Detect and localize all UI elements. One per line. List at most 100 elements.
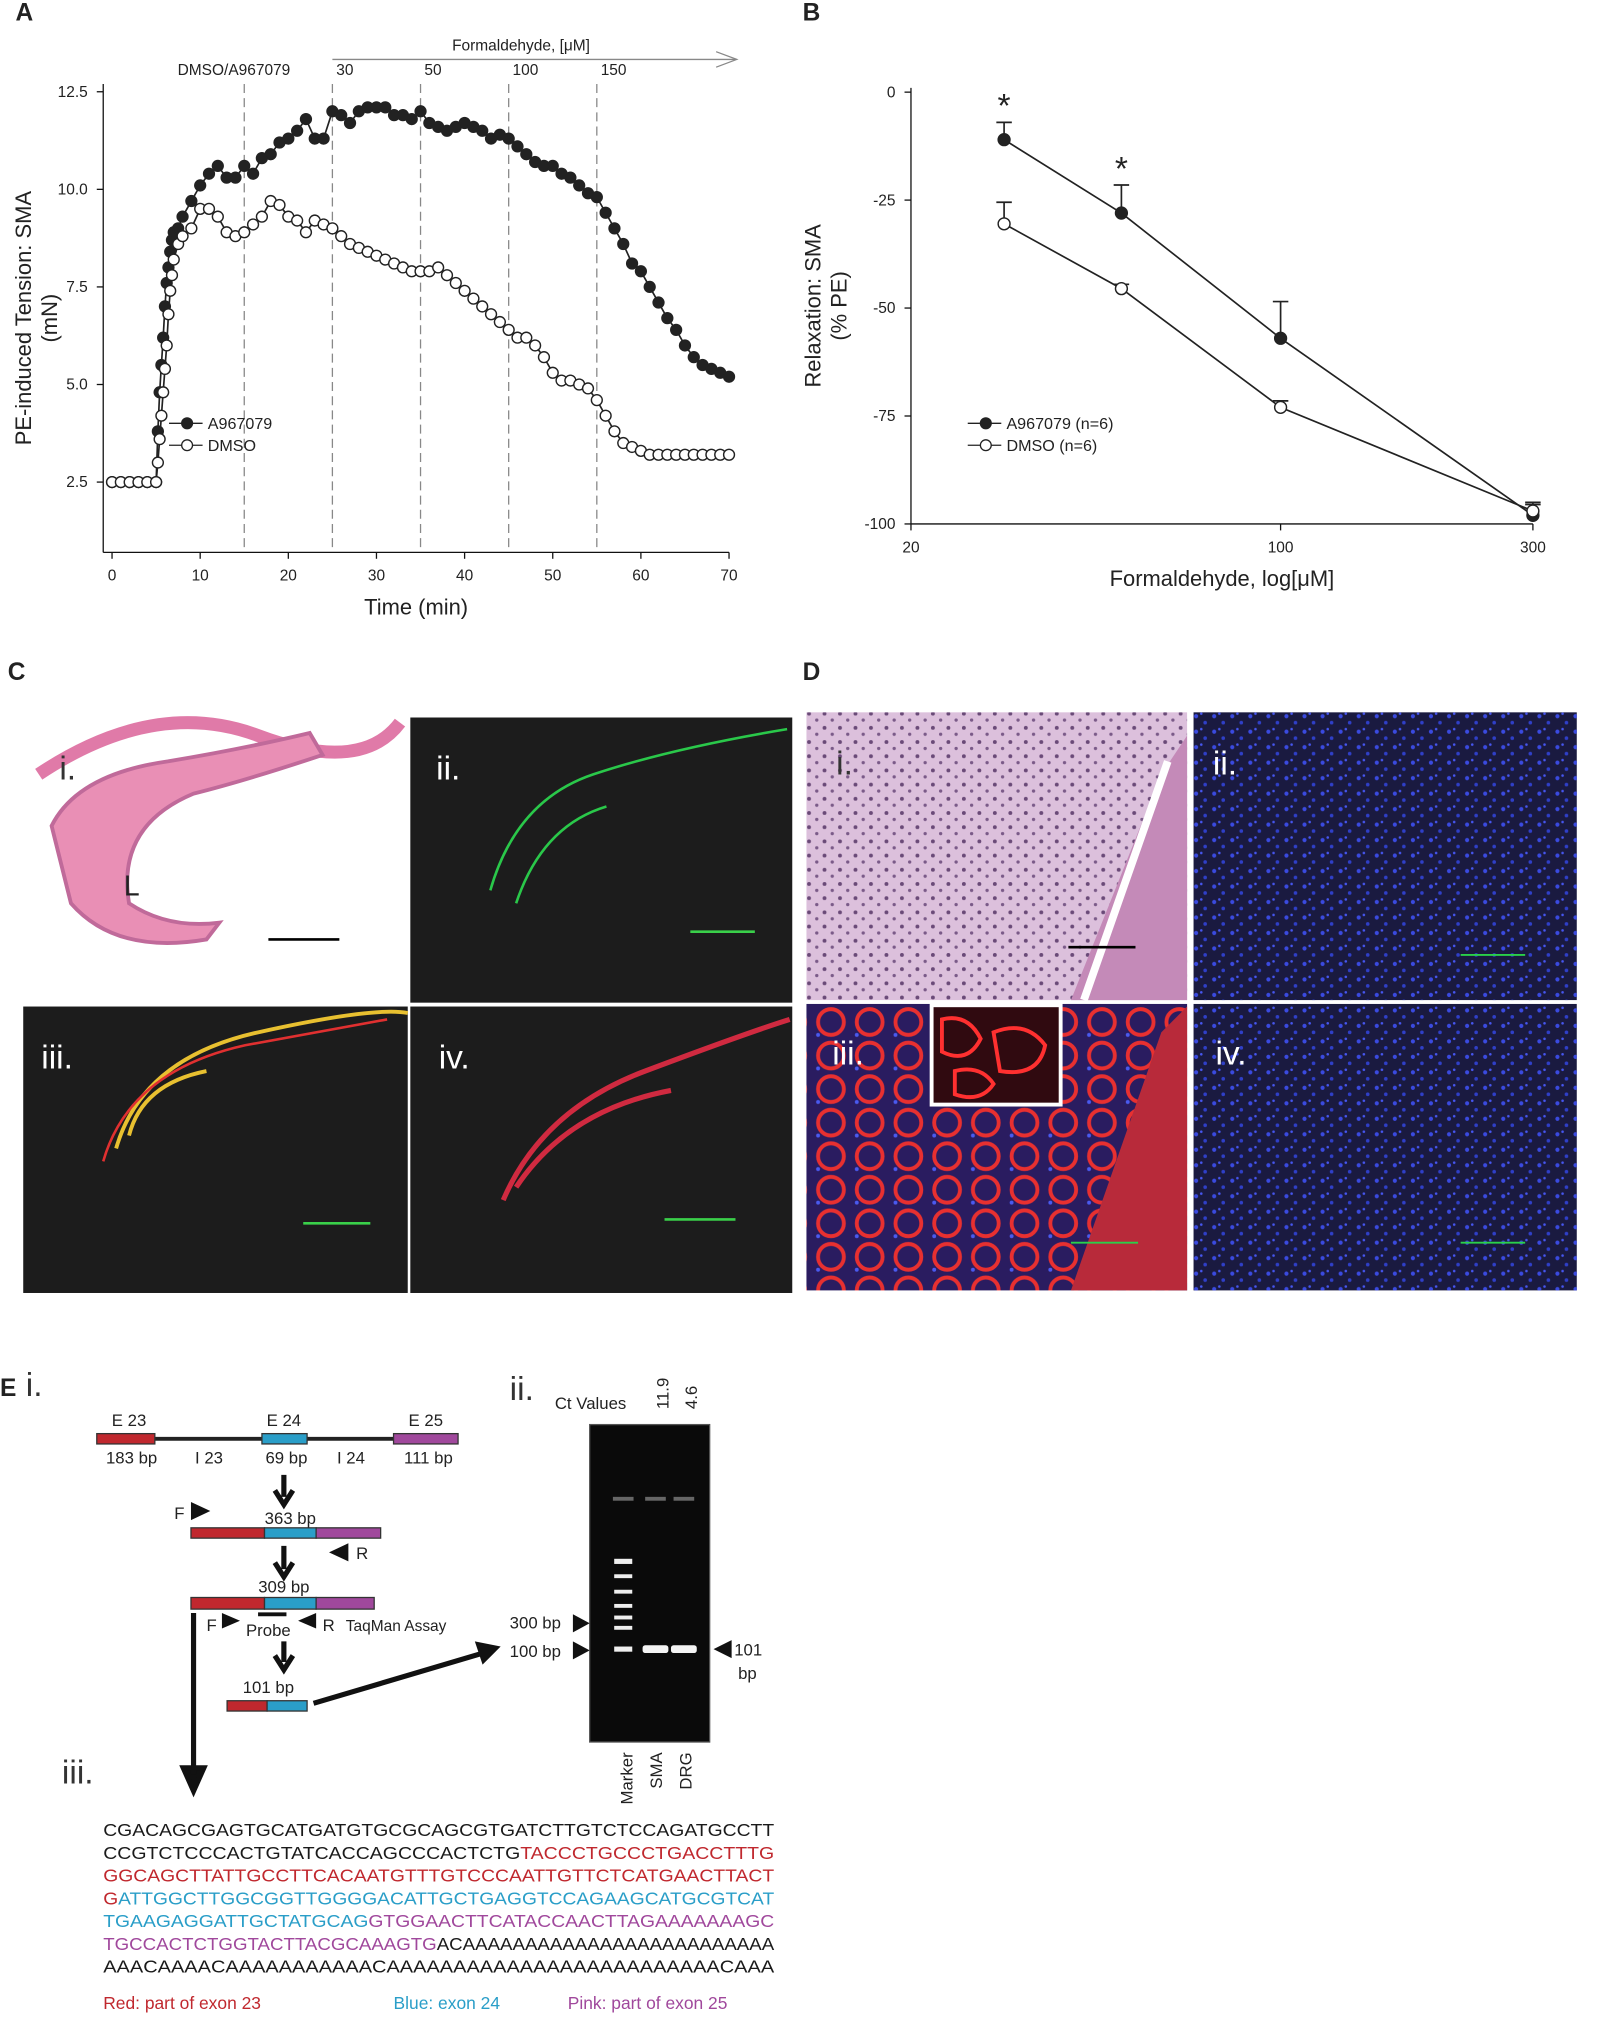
y-tick-label: 5.0 [66,377,88,394]
data-point [528,339,542,352]
data-point [1114,281,1129,296]
data-point [167,253,180,266]
sequence-segment: G [103,1888,118,1908]
assay-label: TaqMan Assay [346,1618,447,1635]
data-point [405,112,418,126]
band-size: 101 [734,1641,762,1660]
reference-label: 50 [424,62,441,79]
data-point [282,132,295,145]
stain [101,1018,388,1162]
legend-marker [181,439,194,452]
nuclei [1193,1003,1577,1291]
legend-label: A967079 (n=6) [1006,415,1113,433]
data-point [670,323,683,336]
exon [315,1596,375,1610]
y-axis-label: (% PE) [826,271,851,340]
pointer [572,1614,590,1633]
data-point [155,409,168,422]
color-key: Blue: exon 24 [394,1993,501,2013]
marker-size: 100 bp [510,1642,561,1661]
exon-size: 69 bp [265,1448,307,1467]
ct-title: Ct Values [555,1394,626,1413]
data-point [291,124,304,137]
y-tick-label: 10.0 [58,182,88,199]
sub-label: i. [26,1367,43,1404]
data-point [1114,206,1129,220]
data-point [643,280,656,294]
sub-label: ii. [510,1371,534,1408]
exon-name: E 25 [409,1411,444,1430]
probe-label: Probe [246,1621,291,1640]
intron: I 23 [195,1448,223,1467]
primer [329,1543,349,1562]
exon [266,1700,308,1712]
y-tick-label: -25 [873,192,895,209]
y-tick-label: -100 [865,516,896,533]
tissue [35,716,406,780]
legend-label: DMSO (n=6) [1006,437,1097,455]
data-point [440,269,454,282]
lumen-label: L [124,871,140,903]
x-tick-label: 300 [1520,539,1546,556]
image-label: ii. [1213,745,1237,782]
data-point [722,370,736,383]
data-point [687,351,700,364]
data-point [317,132,330,145]
data-point [176,210,189,223]
image-label: i. [836,745,853,782]
data-point [160,339,173,352]
data-point [997,132,1011,147]
sequence-line: CGACAGCGAGTGCATGATGTGCGCAGCGTGATCTTGTCTC… [103,1820,774,1840]
data-point [581,382,595,395]
data-point [326,222,339,235]
color-key: Pink: part of exon 25 [568,1993,728,2013]
ladder [614,1558,633,1652]
y-axis-label: Relaxation: SMA [801,224,826,388]
sequence: CGACAGCGAGTGCATGATGTGCGCAGCGTGATCTTGTCTC… [103,1820,774,2013]
data-point [997,217,1011,231]
pointer [572,1641,590,1660]
data-point [176,230,189,243]
micrograph [410,717,793,1003]
reference-label: 30 [336,62,353,79]
data-point [625,257,639,270]
data-point [246,167,260,180]
exon [263,1527,317,1539]
data-point [343,116,357,130]
image-label: i. [59,750,76,787]
x-tick-label: 60 [632,568,649,585]
image-label: iii. [832,1036,864,1073]
data-point [608,222,621,235]
sub-label: iii. [62,1754,94,1791]
panel-e: i. ii. iii. E 23 E 24 E 25 183 bp 69 bp … [26,1367,775,2013]
data-point [608,425,621,438]
panel-label: B [803,0,821,27]
arrow [179,1612,208,1798]
lane-label: DRG [677,1752,696,1789]
exon [96,1432,156,1445]
gel [589,1423,711,1743]
marker-size: 300 bp [510,1613,561,1632]
data-point [432,261,445,274]
data-point [520,148,533,161]
panel-label: A [15,0,33,27]
data-point [291,214,304,227]
data-point [537,351,551,364]
micrograph [23,1006,408,1293]
data-point [149,475,163,489]
stain [114,1009,409,1150]
arrow [272,1545,296,1582]
legend-label: DMSO [208,437,256,455]
data-point [546,366,559,379]
data-point [599,409,612,422]
exon [226,1700,268,1712]
nuclei [1193,712,1577,1001]
y-tick-label: -50 [873,300,895,317]
well [645,1496,666,1501]
amplicon: 309 bp [258,1577,309,1596]
sequence-line: GATTGGCTTGGCGGTTGGGGACATTGCTGAGGTCCAGAAG… [103,1888,774,1908]
reference-label: 100 [513,62,539,79]
sequence-segment: GTGGAACTTCATACCAACTTAGAAAAAAAGC [368,1911,774,1931]
sequence-segment: TGCCACTCTGGTACTTACGCAAAGTG [103,1934,436,1954]
data-point [484,308,498,321]
